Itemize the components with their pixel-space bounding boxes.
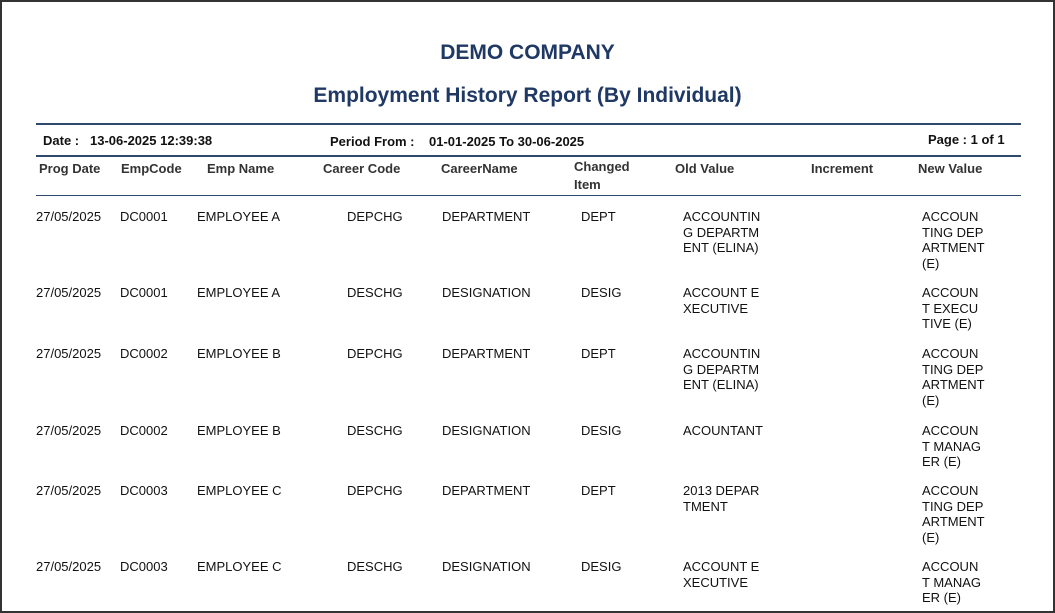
prog-date: 27/05/2025 — [36, 423, 102, 438]
emp-name: EMPLOYEE B — [197, 346, 281, 361]
new-value: ACCOUNTING DEPARTMENT (E) — [922, 483, 985, 545]
prog-date: 27/05/2025 — [36, 209, 102, 224]
career-code: DEPCHG — [347, 346, 403, 361]
rule — [36, 155, 1021, 157]
company-name: DEMO COMPANY — [440, 41, 615, 64]
career-name: DESIGNATION — [442, 559, 531, 574]
emp-name: EMPLOYEE B — [197, 423, 281, 438]
career-name: DEPARTMENT — [442, 346, 531, 361]
prog-date: 27/05/2025 — [36, 285, 102, 300]
career-code: DEPCHG — [347, 209, 403, 224]
period-label: Period From : — [330, 134, 415, 149]
new-value: ACCOUNTING DEPARTMENT (E) — [922, 209, 985, 271]
career-name: DESIGNATION — [442, 423, 531, 438]
prog-date: 27/05/2025 — [36, 346, 102, 361]
column-header: Increment — [811, 161, 874, 176]
column-header: CareerName — [441, 161, 518, 176]
career-name: DEPARTMENT — [442, 209, 531, 224]
career-code: DESCHG — [347, 423, 403, 438]
column-header: EmpCode — [121, 161, 182, 176]
emp-name: EMPLOYEE C — [197, 559, 282, 574]
new-value: ACCOUNT MANAGER (E) — [922, 423, 981, 469]
emp-code: DC0002 — [120, 346, 168, 361]
column-header: Prog Date — [39, 161, 101, 176]
date-label: Date : — [43, 133, 80, 148]
period: 01-01-2025 To 30-06-2025 — [429, 134, 585, 149]
old-value: ACCOUNT EXECUTIVE — [683, 559, 760, 590]
date: 13-06-2025 12:39:38 — [90, 133, 213, 148]
changed-item: DEPT — [581, 483, 616, 498]
new-value: ACCOUNT MANAGER (E) — [922, 559, 981, 605]
rule — [36, 123, 1021, 125]
report-title: Employment History Report (By Individual… — [313, 84, 742, 107]
prog-date: 27/05/2025 — [36, 559, 102, 574]
new-value: ACCOUNT EXECUTIVE (E) — [922, 285, 979, 331]
old-value: ACCOUNTING DEPARTMENT (ELINA) — [683, 346, 761, 392]
changed-item: DESIG — [581, 559, 622, 574]
changed-item: DEPT — [581, 209, 616, 224]
new-value: ACCOUNTING DEPARTMENT (E) — [922, 346, 985, 408]
column-header: New Value — [918, 161, 983, 176]
changed-item: DESIG — [581, 285, 622, 300]
emp-code: DC0003 — [120, 483, 168, 498]
column-header: Career Code — [323, 161, 401, 176]
emp-code: DC0003 — [120, 559, 168, 574]
prog-date: 27/05/2025 — [36, 483, 102, 498]
emp-code: DC0001 — [120, 285, 168, 300]
career-code: DEPCHG — [347, 483, 403, 498]
column-header: Changed Item — [574, 159, 630, 192]
column-header: Old Value — [675, 161, 735, 176]
rule — [36, 195, 1021, 196]
old-value: ACCOUNTING DEPARTMENT (ELINA) — [683, 209, 761, 255]
old-value: ACOUNTANT — [683, 423, 763, 438]
old-value: ACCOUNT EXECUTIVE — [683, 285, 760, 316]
emp-name: EMPLOYEE A — [197, 285, 281, 300]
old-value: 2013 DEPARTMENT — [683, 483, 760, 514]
changed-item: DEPT — [581, 346, 616, 361]
column-header: Emp Name — [207, 161, 275, 176]
career-name: DEPARTMENT — [442, 483, 531, 498]
career-code: DESCHG — [347, 285, 403, 300]
changed-item: DESIG — [581, 423, 622, 438]
emp-code: DC0002 — [120, 423, 168, 438]
career-name: DESIGNATION — [442, 285, 531, 300]
emp-name: EMPLOYEE C — [197, 483, 282, 498]
page-number: Page : 1 of 1 — [928, 132, 1005, 147]
career-code: DESCHG — [347, 559, 403, 574]
emp-name: EMPLOYEE A — [197, 209, 281, 224]
emp-code: DC0001 — [120, 209, 168, 224]
